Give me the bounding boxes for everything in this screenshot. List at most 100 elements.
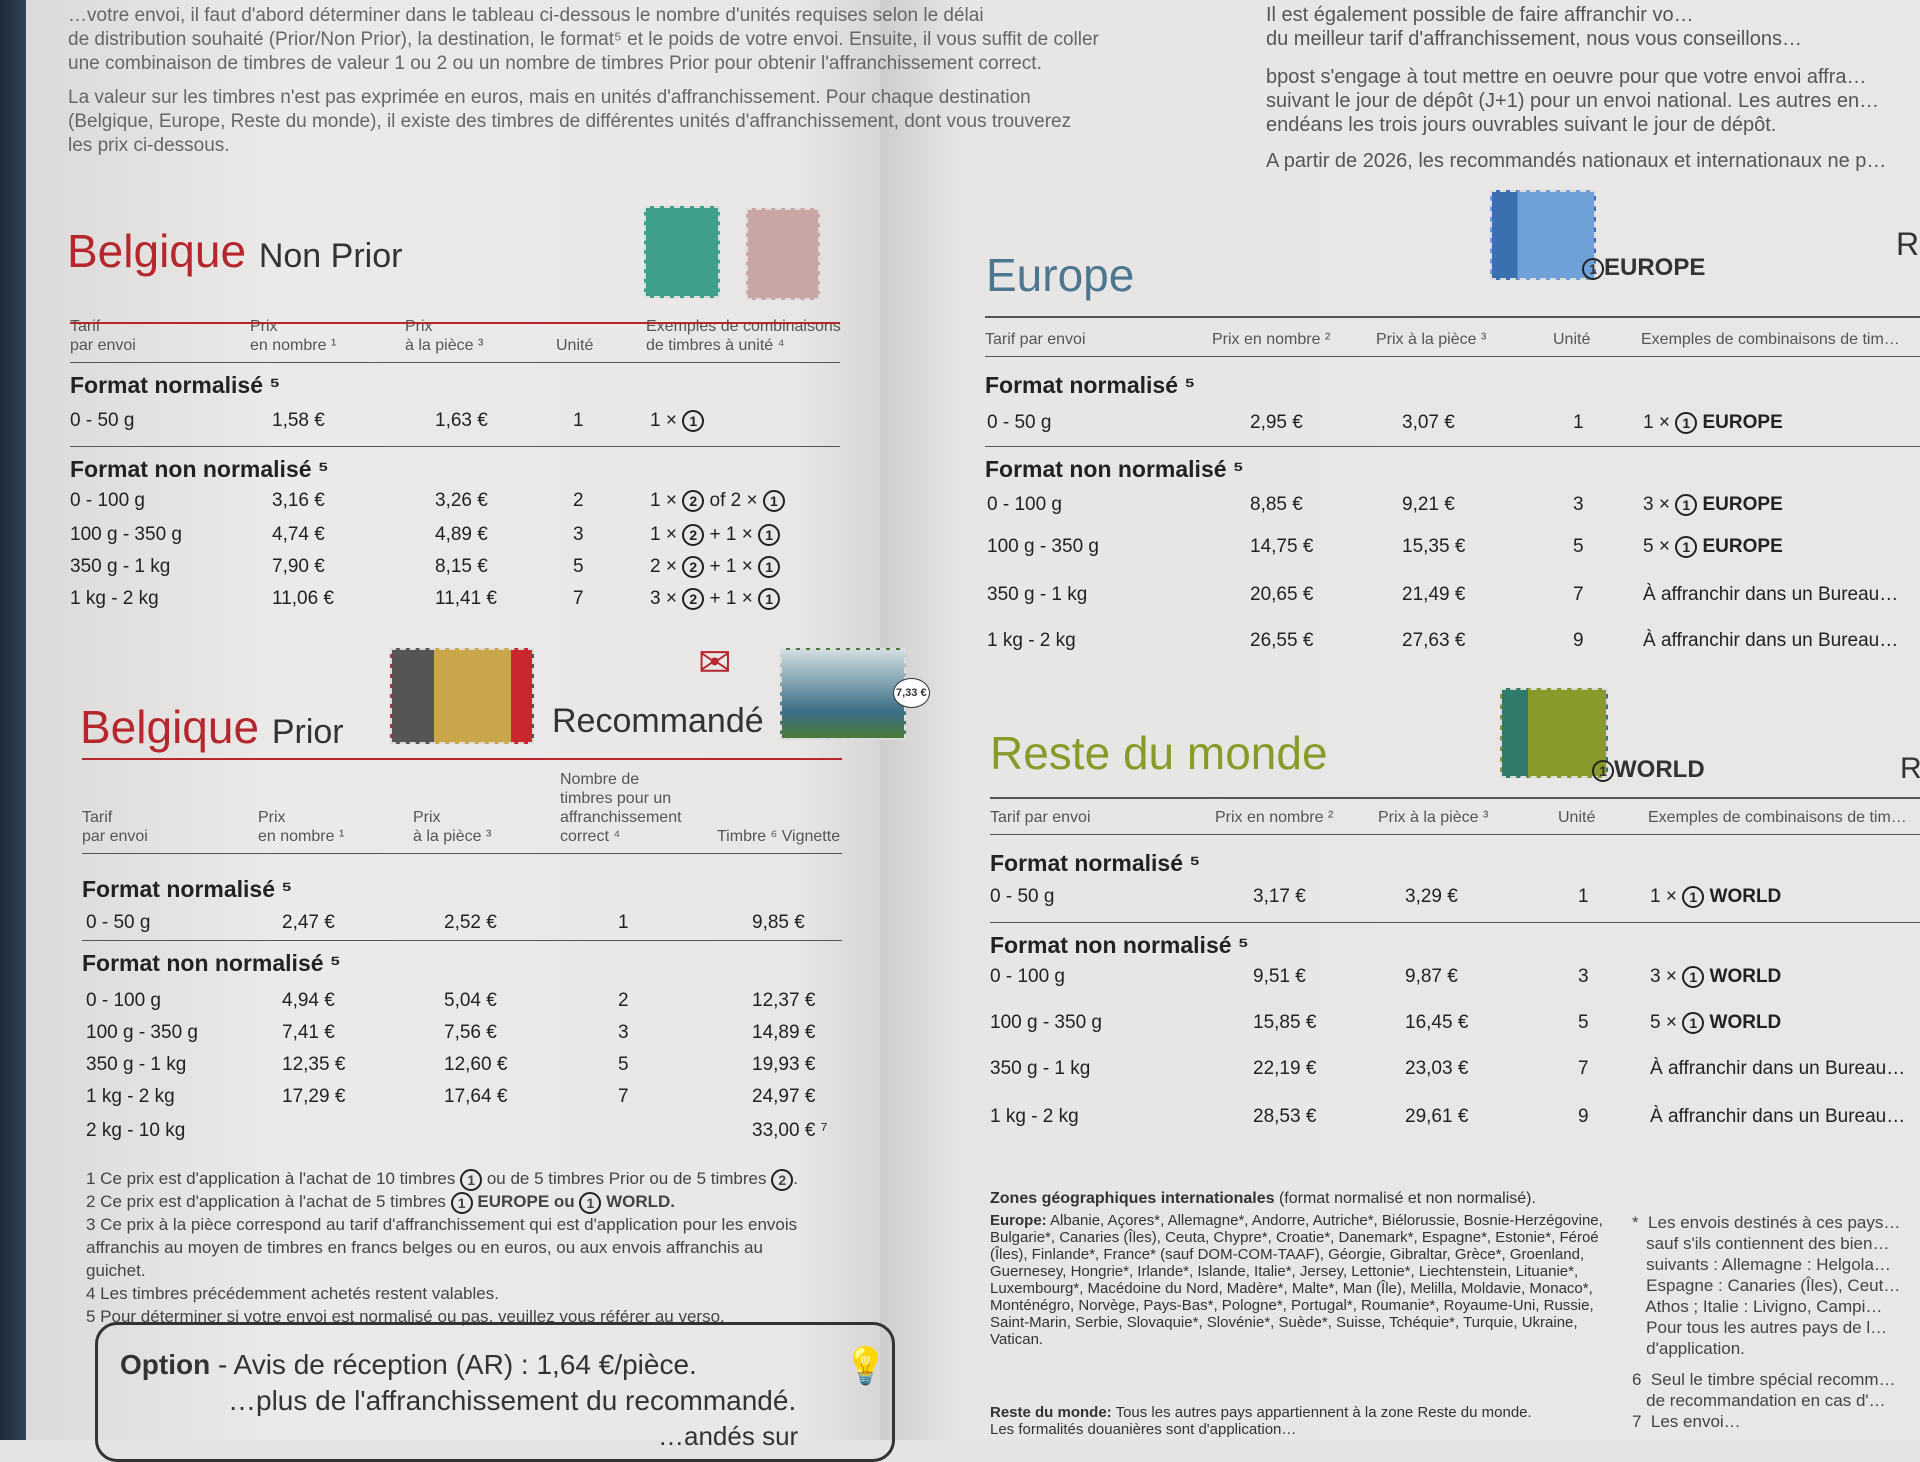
intro-line: (Belgique, Europe, Reste du monde), il e… [68,111,1072,132]
label: Reste du monde: [990,1404,1112,1421]
bird-stamp-image [780,648,906,740]
cell-unite: 1 [618,912,629,933]
column-header: Prix à la pièce ³ [1376,331,1487,348]
cell-prix-piece: 9,87 € [1405,966,1458,987]
side-note: 7 Les envoi… [1632,1412,1741,1431]
cell-prix-piece: 11,41 € [435,588,497,609]
side-note: Espagne : Canaries (Îles), Ceut… [1632,1276,1901,1295]
cell-prix-nombre: 1,58 € [272,410,325,431]
cell-weight: 0 - 50 g [86,912,151,933]
unit-1-icon: 1 [1582,257,1604,280]
column-header: Unité [1553,331,1591,348]
unit-2-icon: 2 [682,588,705,610]
cell-exemple: 5 × 1 EUROPE [1643,536,1783,558]
world-stamp-label: 1 WORLD [1592,756,1705,784]
section-format-non-normalise: Format non normalisé ⁵ [70,456,329,482]
cell-prix-piece: 16,45 € [1405,1012,1469,1033]
title-sub: Prior [271,713,344,751]
cell-prix-piece: 21,49 € [1402,584,1466,605]
cell-prix-nombre: 7,41 € [282,1022,335,1043]
title-rule [82,758,842,760]
cell-weight: 0 - 100 g [987,494,1062,515]
cell-unite: 3 [573,524,584,545]
unit-2-icon: 2 [771,1168,794,1191]
cell-prix-nombre: 7,90 € [272,556,325,577]
cell-prix-nombre: 20,65 € [1250,584,1314,605]
cell-prix-nombre: 4,74 € [272,524,325,545]
cell-exemple: 3 × 1 EUROPE [1643,494,1783,516]
option-line-2: …plus de l'affranchissement du recommand… [228,1385,797,1416]
option-line-1: Option - Avis de réception (AR) : 1,64 €… [120,1349,697,1381]
option-box: Option - Avis de réception (AR) : 1,64 €… [95,1322,895,1462]
cell-weight: 1 kg - 2 kg [70,588,159,609]
section-rule [990,922,1920,923]
recommande-title: Recommandé [552,702,764,740]
cell-exemple: À affranchir dans un Bureau… [1643,584,1899,605]
intro-right-line: Il est également possible de faire affra… [1266,4,1694,26]
unit-2-icon: 2 [682,490,705,512]
cell-unite: 1 [573,410,584,431]
option-line-3: …andés sur [658,1421,799,1451]
section-format-normalise: Format normalisé ⁵ [990,850,1201,876]
cell-weight: 1 kg - 2 kg [987,630,1076,651]
column-header: Prix à la pièce ³ [413,809,492,845]
section-rule [70,446,840,447]
unit-1-icon: 1 [1682,966,1705,988]
cell-exemple: 3 × 1 WORLD [1650,966,1782,988]
intro-right-line: endéans les trois jours ouvrables suivan… [1266,114,1777,136]
cell-prix-nombre: 26,55 € [1250,630,1314,651]
footnote: guichet. [86,1261,146,1280]
cell-exemple: 1 × 1 WORLD [1650,886,1782,908]
europe-title: Europe [986,249,1135,301]
intro-right-line: bpost s'engage à tout mettre en oeuvre p… [1266,66,1867,88]
zones-title-rest: (format normalisé et non normalisé). [1274,1190,1536,1207]
cell-unite: 5 [618,1054,629,1075]
cell-unite: 7 [1573,584,1584,605]
cell-exemple: 9,85 € [752,912,805,933]
unit-1-icon: 1 [762,490,785,512]
belgique-prior-title: Belgique Prior [80,700,344,754]
intro-right-line: A partir de 2026, les recommandés nation… [1266,150,1887,172]
column-header: Prix en nombre ² [1212,331,1331,348]
unit-1-icon: 1 [758,588,781,610]
cell-weight: 0 - 50 g [987,412,1052,433]
cell-prix-nombre: 4,94 € [282,990,335,1011]
column-header: Tarif par envoi [985,331,1086,348]
side-note: 6 Seul le timbre spécial recomm… [1632,1370,1896,1389]
registered-mail-icon: ✉ [698,641,732,685]
lightbulb-icon: 💡 [843,1345,888,1386]
intro-line: une combinaison de timbres de valeur 1 o… [68,53,1042,74]
text-2: Les formalités douanières sont d'applica… [990,1421,1297,1438]
cell-weight: 100 g - 350 g [86,1022,198,1043]
intro-right-line: du meilleur tarif d'affranchissement, no… [1266,28,1802,50]
cell-prix-piece: 4,89 € [435,524,488,545]
unit-1-icon: 1 [1592,759,1614,782]
cell-prix-nombre: 17,29 € [282,1086,346,1107]
cell-weight: 0 - 100 g [990,966,1065,987]
side-note: suivants : Allemagne : Helgola… [1632,1255,1891,1274]
cell-prix-piece: 3,29 € [1405,886,1458,907]
cell-unite: 1 [1578,886,1589,907]
cell-unite: 7 [573,588,584,609]
unit-1-icon: 1 [1675,494,1698,516]
intro-line: les prix ci-dessous. [68,135,230,156]
cell-exemple: À affranchir dans un Bureau… [1650,1058,1906,1079]
cell-prix-nombre: 14,75 € [1250,536,1314,557]
cell-prix-nombre: 15,85 € [1253,1012,1317,1033]
cell-unite: 1 [1573,412,1584,433]
section-format-normalise: Format normalisé ⁵ [70,372,281,398]
cell-weight: 0 - 100 g [70,490,145,511]
label: EUROPE [1604,254,1706,281]
footnote: 1 Ce prix est d'application à l'achat de… [86,1168,798,1191]
column-header: Exemples de combinaisons de tim… [1648,809,1907,826]
cell-prix-piece: 23,03 € [1405,1058,1469,1079]
title-rule [990,797,1920,799]
cell-prix-piece: 7,56 € [444,1022,497,1043]
label: Europe: [990,1212,1047,1229]
header-rule [990,834,1920,835]
unit-1-icon: 1 [758,556,781,578]
cell-exemple: 33,00 € ⁷ [752,1120,828,1141]
title-main: Belgique [67,225,247,277]
title-main: Belgique [80,701,260,753]
unit-1-icon: 1 [1682,886,1705,908]
